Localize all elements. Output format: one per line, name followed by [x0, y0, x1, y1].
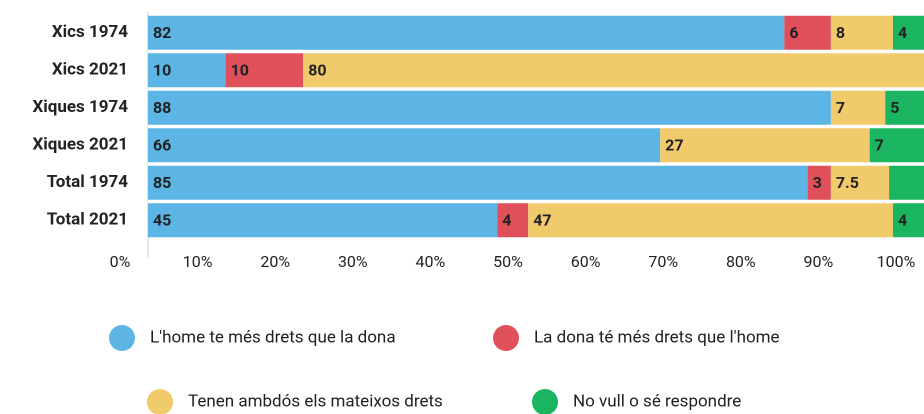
category-label: Total 1974: [47, 172, 129, 192]
x-tick-label: 40%: [416, 252, 446, 271]
x-tick-label: 50%: [493, 252, 523, 271]
data-label: 6: [789, 23, 798, 42]
legend-label: L'home te més drets que la dona: [150, 327, 396, 347]
data-label: 80: [308, 60, 326, 79]
legend-label: La dona té més drets que l'home: [534, 327, 780, 347]
bar-segment: [830, 15, 893, 50]
data-label: 10: [153, 60, 171, 79]
data-label: 4: [898, 23, 907, 42]
bar-segment: [225, 53, 304, 88]
bar-segment: [148, 90, 831, 125]
bar-segment: [148, 128, 661, 163]
category-label: Xics 2021: [52, 60, 128, 80]
category-label: Total 2021: [47, 210, 128, 230]
category-label: Xiques 2021: [32, 135, 128, 155]
data-label: 7: [836, 98, 845, 117]
bar-segment: [497, 203, 529, 238]
data-label: 7: [875, 135, 884, 154]
bar-segment: [892, 203, 924, 238]
legend-swatch: [109, 325, 135, 351]
bar-segment: [784, 15, 831, 50]
category-label: Xics 1974: [52, 22, 128, 42]
legend-swatch: [493, 325, 519, 351]
x-tick-label: 80%: [726, 252, 756, 271]
data-label: 85: [153, 173, 171, 192]
data-label: 27: [665, 135, 683, 154]
bar-segment: [528, 203, 893, 238]
x-tick-label: 10%: [183, 252, 213, 271]
bar-segment: [830, 90, 886, 125]
data-label: 88: [153, 98, 171, 117]
x-tick-label: 30%: [338, 252, 368, 271]
legend-label: Tenen ambdós els mateixos drets: [188, 391, 443, 411]
data-label: 4: [502, 210, 511, 229]
bar-segment: [889, 165, 924, 200]
x-tick-label: 60%: [571, 252, 601, 271]
data-label: 66: [153, 135, 171, 154]
data-label: 82: [153, 23, 171, 42]
category-label: Xiques 1974: [32, 97, 128, 117]
bar-segment: [885, 90, 924, 125]
bar-segment: [807, 165, 831, 200]
bar-segment: [660, 128, 870, 163]
x-tick-label: 100%: [877, 252, 916, 271]
bar-segment: [830, 165, 890, 200]
data-label: 8: [836, 23, 845, 42]
data-label: 45: [153, 210, 171, 229]
legend-label: No vull o sé respondre: [573, 391, 741, 411]
bar-segment: [148, 165, 808, 200]
bar-segment: [148, 53, 226, 88]
legend-swatch: [532, 389, 558, 414]
bar-segment: [303, 53, 924, 88]
bar-segment: [892, 15, 924, 50]
bar-segment: [869, 128, 924, 163]
bar-segment: [148, 15, 785, 50]
x-tick-label: 20%: [260, 252, 290, 271]
x-tick-label: 90%: [804, 252, 834, 271]
data-label: 7.5: [836, 173, 859, 192]
data-label: 5: [890, 98, 899, 117]
data-label: 47: [533, 210, 551, 229]
bar-segment: [148, 203, 498, 238]
data-label: 3: [813, 173, 822, 192]
data-label: 4: [898, 210, 907, 229]
data-label: 10: [231, 60, 249, 79]
legend-swatch: [147, 389, 173, 414]
x-tick-label: 70%: [648, 252, 678, 271]
x-tick-label: 0%: [110, 252, 131, 271]
